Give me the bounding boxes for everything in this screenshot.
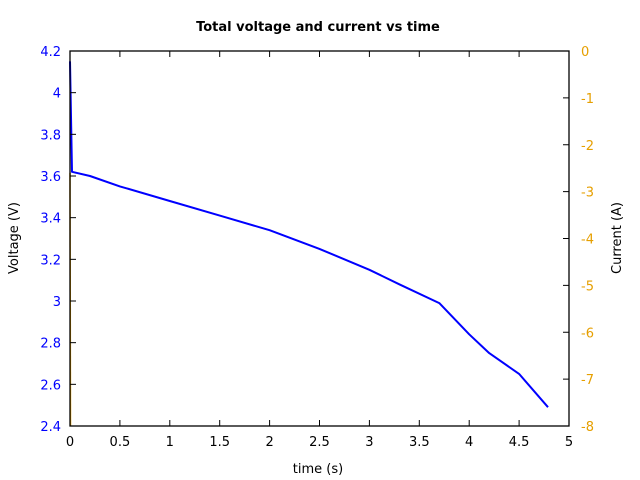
x-tick-label: 1.5 — [209, 435, 230, 450]
y-tick-label: 4 — [53, 87, 61, 102]
x-axis-ticks: 0 0.5 1 1.5 2 2.5 3 3.5 4 4.5 5 — [66, 51, 573, 450]
y2-axis-label: Current (A) — [610, 202, 625, 274]
x-axis-label: time (s) — [293, 462, 343, 477]
y-tick-label: 2.4 — [40, 420, 61, 435]
y-tick-label: 2.8 — [40, 337, 61, 352]
y-tick-label: 3.4 — [40, 212, 61, 227]
y2-axis-ticks: -8 -7 -6 -5 -4 -3 -2 -1 0 — [563, 45, 594, 435]
x-tick-label: 3.5 — [409, 435, 430, 450]
x-tick-label: 4.5 — [509, 435, 530, 450]
plot-area — [69, 61, 549, 427]
y-tick-label: 3.8 — [40, 128, 61, 143]
x-tick-label: 0.5 — [110, 435, 131, 450]
y-tick-label: 3.6 — [40, 170, 61, 185]
x-tick-label: 2.5 — [309, 435, 330, 450]
x-tick-label: 0 — [66, 435, 74, 450]
y-tick-label: 3.2 — [40, 253, 61, 268]
y2-tick-label: -4 — [581, 233, 594, 248]
y2-tick-label: -5 — [581, 279, 594, 294]
voltage-line — [69, 61, 549, 408]
y2-tick-label: -1 — [581, 92, 594, 107]
y-tick-label: 4.2 — [40, 45, 61, 60]
y2-tick-label: -8 — [581, 420, 594, 435]
y2-tick-label: -6 — [581, 326, 594, 341]
y2-tick-label: -7 — [581, 373, 594, 388]
x-tick-label: 4 — [465, 435, 473, 450]
x-tick-label: 1 — [166, 435, 174, 450]
y-tick-label: 2.6 — [40, 378, 61, 393]
y2-tick-label: -2 — [581, 139, 594, 154]
plot-frame — [69, 50, 570, 427]
y-tick-label: 3 — [53, 295, 61, 310]
y-axis-ticks: 2.4 2.6 2.8 3 3.2 3.4 3.6 3.8 4 4.2 — [40, 45, 76, 435]
x-tick-label: 5 — [565, 435, 573, 450]
y2-tick-label: -3 — [581, 186, 594, 201]
x-tick-label: 2 — [265, 435, 273, 450]
chart-title: Total voltage and current vs time — [196, 20, 440, 35]
y-axis-label: Voltage (V) — [7, 202, 22, 274]
x-tick-label: 3 — [365, 435, 373, 450]
y2-tick-label: 0 — [581, 45, 589, 60]
